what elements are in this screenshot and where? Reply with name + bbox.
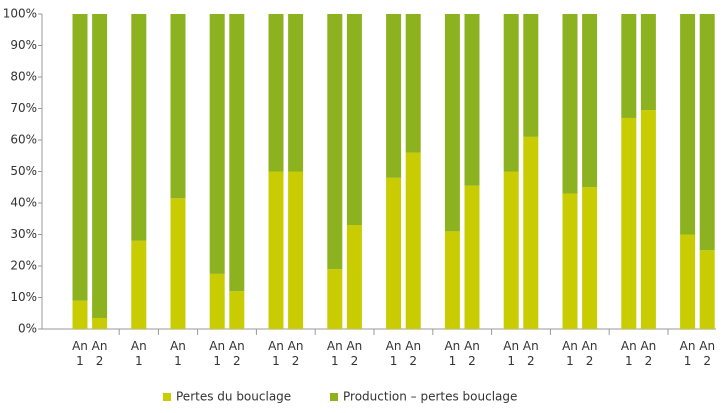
bar-segment xyxy=(444,14,460,232)
bar-segment xyxy=(523,136,539,329)
bar-segment xyxy=(680,234,696,329)
y-tick-label: 80% xyxy=(10,70,37,84)
y-tick-label: 50% xyxy=(10,164,37,178)
bar-segment xyxy=(72,300,88,329)
bar-segment xyxy=(464,14,480,186)
bar-segment xyxy=(444,231,460,329)
bar-segment xyxy=(268,171,284,329)
bar-segment xyxy=(523,14,539,137)
x-tick-label: An 2 xyxy=(522,339,539,368)
legend-marker xyxy=(330,393,338,401)
bar-segment xyxy=(92,14,108,318)
bar-segment xyxy=(92,317,108,329)
x-tick-label: An 1 xyxy=(679,339,696,368)
bar-segment xyxy=(405,14,421,153)
x-tick-label: An 2 xyxy=(346,339,363,368)
bar-segment xyxy=(229,291,245,329)
x-tick-label: An 1 xyxy=(170,339,186,368)
x-tick-label: An 1 xyxy=(72,339,88,368)
bar-segment xyxy=(621,14,637,118)
bar-segment xyxy=(699,14,715,251)
bar-segment xyxy=(288,14,304,172)
bar-segment xyxy=(582,187,598,329)
bar-segment xyxy=(288,171,304,329)
bar-segment xyxy=(405,152,421,329)
x-tick-label: An 2 xyxy=(287,339,304,368)
bar-segment xyxy=(346,225,362,329)
bar-segment xyxy=(170,198,186,329)
x-tick-label: An 2 xyxy=(640,339,657,368)
bar-segment xyxy=(503,14,519,172)
bar-segment xyxy=(503,171,519,329)
y-tick-label: 90% xyxy=(10,38,37,52)
bar-segment xyxy=(699,250,715,329)
bar-segment xyxy=(386,177,402,329)
bar-segment xyxy=(582,14,598,188)
y-tick-label: 40% xyxy=(10,196,37,210)
bar-segment xyxy=(621,117,637,329)
x-tick-label: An 2 xyxy=(581,339,598,368)
x-tick-label: An 1 xyxy=(503,339,520,368)
bar-segment xyxy=(72,14,88,301)
legend-marker xyxy=(163,393,171,401)
x-tick-label: An 1 xyxy=(620,339,637,368)
legend-label: Production – pertes bouclage xyxy=(343,390,517,404)
bar-segment xyxy=(327,269,343,329)
y-tick-label: 0% xyxy=(18,322,37,336)
bar-segment xyxy=(562,193,578,329)
y-tick-label: 100% xyxy=(3,7,37,21)
bar-segment xyxy=(131,240,147,329)
bar-segment xyxy=(229,14,245,292)
x-tick-label: An 1 xyxy=(326,339,343,368)
y-tick-label: 30% xyxy=(10,227,37,241)
bar-segment xyxy=(640,14,656,111)
x-tick-label: An 1 xyxy=(209,339,226,368)
bar-segment xyxy=(268,14,284,172)
x-tick-label: An 2 xyxy=(91,339,108,368)
bar-segment xyxy=(386,14,402,178)
x-tick-label: An 1 xyxy=(562,339,578,368)
legend-label: Pertes du bouclage xyxy=(176,390,291,404)
x-tick-label: An 2 xyxy=(228,339,245,368)
bar-segment xyxy=(209,14,225,274)
x-tick-label: An 2 xyxy=(464,339,480,368)
bar-segment xyxy=(131,14,147,241)
x-tick-label: An 1 xyxy=(385,339,402,368)
bar-segment xyxy=(209,273,225,329)
bar-segment xyxy=(562,14,578,194)
bar-segment xyxy=(346,14,362,226)
y-tick-label: 20% xyxy=(10,259,37,273)
y-tick-label: 70% xyxy=(10,101,37,115)
x-tick-label: An 1 xyxy=(268,339,284,368)
y-tick-label: 60% xyxy=(10,133,37,147)
bar-segment xyxy=(170,14,186,199)
x-tick-label: An 2 xyxy=(405,339,422,368)
bar-segment xyxy=(680,14,696,235)
x-tick-label: An 1 xyxy=(444,339,461,368)
bar-segment xyxy=(464,185,480,329)
x-tick-label: An 2 xyxy=(699,339,716,368)
bar-segment xyxy=(327,14,343,270)
y-tick-label: 10% xyxy=(10,290,37,304)
x-tick-label: An 1 xyxy=(130,339,147,368)
bar-segment xyxy=(640,110,656,329)
